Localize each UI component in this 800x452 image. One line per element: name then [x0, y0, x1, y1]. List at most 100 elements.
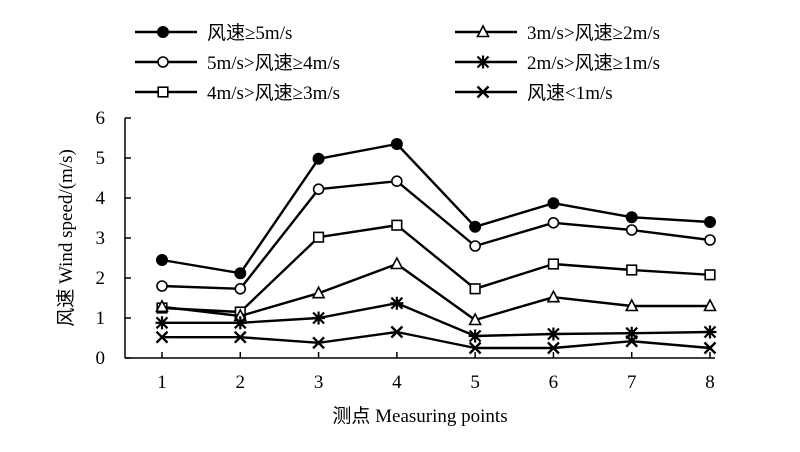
y-axis-title: 风速 Wind speed/(m/s): [55, 149, 77, 327]
legend-item: 风速<1m/s: [455, 82, 613, 104]
data-point: [703, 341, 717, 355]
data-point-shape: [626, 264, 638, 276]
data-point: [469, 240, 481, 252]
data-point: [468, 329, 482, 343]
legend-item: 3m/s>风速≥2m/s: [455, 22, 660, 44]
series-line: [161, 179, 711, 290]
data-point: [625, 326, 639, 340]
data-point: [156, 254, 169, 267]
legend-marker-shape: [476, 85, 490, 99]
data-point: [155, 316, 169, 330]
data-point: [547, 197, 560, 210]
data-point-shape: [547, 197, 560, 210]
data-point: [703, 216, 716, 229]
x-tick-label: 2: [236, 372, 246, 393]
data-point: [704, 234, 716, 246]
series-1: [156, 138, 716, 280]
data-point-shape: [390, 325, 404, 339]
legend-marker-shape: [157, 56, 169, 68]
series-group: [155, 138, 717, 355]
data-point: [233, 330, 247, 344]
data-point-shape: [469, 220, 482, 233]
data-point: [703, 325, 717, 339]
series-line: [161, 262, 710, 322]
x-tick-label: 7: [627, 372, 637, 393]
data-point: [312, 231, 325, 243]
data-point: [234, 282, 247, 295]
x-axis-ticks: 1 2 3 4 5 6 7 8: [157, 352, 715, 393]
data-point-shape: [234, 267, 247, 280]
data-point-shape: [155, 299, 169, 313]
legend-label: 风速<1m/s: [527, 82, 613, 104]
data-point-shape: [625, 326, 639, 340]
data-point-shape: [155, 316, 169, 330]
data-point-shape: [312, 336, 325, 350]
data-point: [391, 219, 403, 231]
data-point: [547, 341, 560, 355]
data-point-shape: [391, 219, 403, 231]
data-point-shape: [233, 316, 247, 330]
legend-item: 4m/s>风速≥3m/s: [135, 82, 340, 104]
y-tick-label: 5: [96, 148, 106, 169]
data-point-shape: [625, 224, 638, 236]
legend-item: 5m/s>风速≥4m/s: [135, 52, 340, 74]
data-point: [703, 298, 717, 312]
data-point: [547, 258, 560, 270]
data-point-shape: [703, 341, 717, 355]
legend-marker-shape: [157, 25, 170, 38]
legend-label: 3m/s>风速≥2m/s: [527, 22, 660, 44]
legend-marker: [476, 85, 490, 99]
legend: 风速≥5m/s 5m/s>风速≥4m/s 4m/s>风速≥3m/s 3m/s>风速≥2…: [135, 22, 660, 104]
data-point-shape: [704, 234, 716, 246]
legend-marker: [476, 55, 490, 69]
series-line: [161, 142, 711, 275]
legend-marker: [157, 25, 170, 38]
data-point-shape: [312, 152, 325, 165]
data-point-shape: [703, 216, 716, 229]
data-point-shape: [391, 175, 403, 187]
x-tick-label: 6: [549, 372, 559, 393]
legend-marker: [157, 86, 169, 98]
x-tick-label: 5: [470, 372, 480, 393]
x-tick-label: 8: [705, 372, 715, 393]
y-tick-label: 3: [96, 228, 106, 249]
data-point-shape: [390, 138, 403, 151]
data-point-shape: [155, 330, 169, 344]
data-point-shape: [703, 298, 717, 312]
data-point-shape: [469, 283, 481, 295]
y-tick-label: 2: [96, 268, 106, 289]
legend-item: 2m/s>风速≥1m/s: [455, 52, 660, 74]
data-point-shape: [547, 217, 560, 229]
data-point: [625, 224, 638, 236]
legend-item: 风速≥5m/s: [135, 22, 292, 44]
data-point: [155, 330, 169, 344]
data-point: [546, 289, 561, 303]
data-point-shape: [468, 312, 482, 326]
legend-marker-shape: [476, 55, 490, 69]
data-point: [625, 211, 638, 224]
data-point: [312, 152, 325, 165]
series-line: [162, 330, 711, 350]
plot-area: 0 1 2 3 4 5 6 1 2 3 4 5 6 7 8: [96, 108, 717, 393]
x-tick-label: 4: [392, 372, 402, 393]
data-point-shape: [312, 231, 325, 243]
data-point-shape: [311, 285, 326, 299]
data-point-shape: [547, 258, 560, 270]
data-point-shape: [625, 334, 639, 348]
data-point: [625, 334, 639, 348]
y-tick-label: 4: [96, 188, 106, 209]
legend-label: 4m/s>风速≥3m/s: [207, 82, 340, 104]
data-point-shape: [547, 341, 560, 355]
series-line: [162, 302, 711, 338]
series-5: [155, 296, 717, 343]
data-point: [469, 283, 481, 295]
data-point-shape: [468, 341, 482, 355]
data-point: [312, 336, 325, 350]
data-point: [312, 311, 326, 325]
data-point-shape: [390, 256, 404, 270]
legend-marker-shape: [476, 24, 490, 38]
data-point: [547, 217, 560, 229]
data-point: [468, 341, 482, 355]
data-point-shape: [468, 329, 482, 343]
